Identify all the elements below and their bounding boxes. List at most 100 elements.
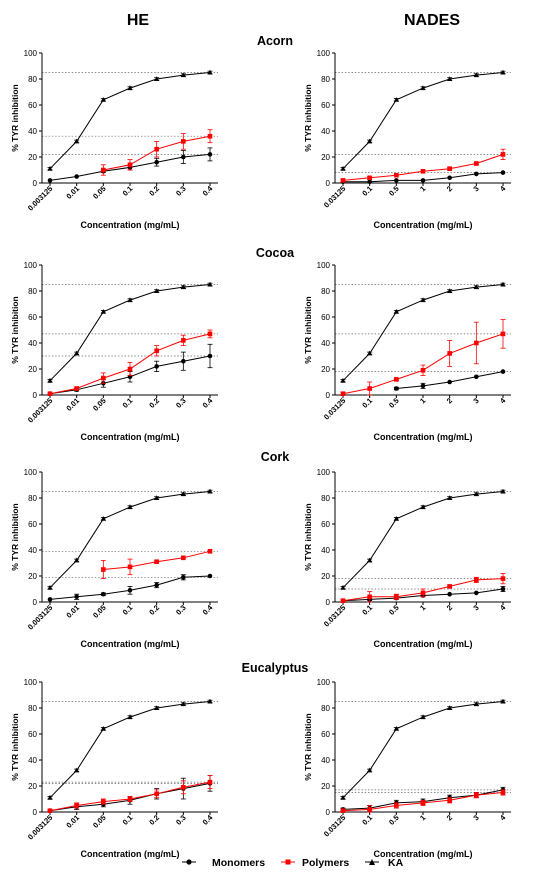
- data-point-polymers: [181, 338, 186, 343]
- x-axis-title: Concentration (mg/mL): [81, 220, 180, 230]
- data-point-ka: [47, 794, 53, 800]
- data-point-ka: [420, 297, 426, 303]
- data-point-monomers: [420, 178, 426, 183]
- y-tick-label: 80: [321, 287, 330, 296]
- x-tick-label: 0.003125: [26, 813, 54, 841]
- x-tick-label: 1: [418, 603, 427, 612]
- data-point-polymers: [394, 377, 399, 382]
- y-tick-label: 40: [321, 339, 330, 348]
- y-tick-label: 60: [321, 313, 330, 322]
- x-tick-label: 3: [471, 184, 480, 193]
- data-point-polymers: [154, 791, 159, 797]
- x-tick-label: 0.2: [147, 813, 161, 827]
- x-axis-title: Concentration (mg/mL): [374, 432, 473, 442]
- data-point-polymers: [101, 167, 106, 173]
- data-point-polymers: [74, 803, 79, 808]
- data-point-ka: [47, 584, 53, 590]
- data-point-monomers: [101, 591, 106, 597]
- data-point-ka: [47, 165, 53, 171]
- data-point-monomers: [474, 171, 479, 177]
- data-point-ka: [207, 281, 213, 287]
- data-point-ka: [393, 309, 399, 314]
- data-point-polymers: [127, 162, 133, 168]
- y-tick-label: 60: [28, 730, 37, 739]
- y-tick-label: 100: [24, 468, 38, 477]
- data-point-polymers: [154, 348, 159, 354]
- x-tick-label: 0.3: [174, 813, 188, 827]
- data-point-ka: [154, 705, 160, 710]
- x-tick-label: 0.1: [121, 184, 135, 198]
- data-point-polymers: [447, 798, 452, 803]
- x-tick-label: 3: [471, 396, 480, 405]
- x-tick-label: 0.1: [121, 813, 135, 827]
- data-point-polymers: [367, 175, 372, 181]
- data-point-monomers: [447, 379, 452, 385]
- y-tick-label: 60: [321, 520, 330, 529]
- data-point-ka: [340, 377, 346, 383]
- data-point-polymers: [500, 576, 506, 581]
- data-point-ka: [420, 714, 426, 720]
- data-point-ka: [447, 288, 453, 293]
- data-point-ka: [367, 767, 373, 773]
- data-point-polymers: [367, 807, 372, 812]
- data-point-monomers: [394, 178, 399, 183]
- row-title-cocoa: Cocoa: [256, 246, 295, 260]
- y-tick-label: 0: [33, 808, 38, 817]
- data-point-ka: [154, 288, 160, 293]
- data-point-ka: [393, 97, 399, 102]
- data-point-ka: [367, 350, 373, 356]
- series-line-polymers: [342, 153, 504, 181]
- data-point-polymers: [420, 169, 426, 174]
- y-tick-label: 40: [28, 127, 37, 136]
- x-tick-label: 0.05: [91, 603, 108, 620]
- x-tick-label: 0.05: [91, 813, 108, 830]
- data-point-ka: [447, 705, 453, 710]
- legend-item-polymers: Polymers: [281, 857, 349, 869]
- data-point-ka: [340, 794, 346, 800]
- x-axis-title: Concentration (mg/mL): [374, 220, 473, 230]
- y-axis-title: % TYR inhibition: [10, 84, 20, 152]
- x-tick-label: 0.5: [387, 184, 401, 198]
- data-point-polymers: [181, 139, 186, 144]
- panel-he-eucalyptus: 0 20 40 60 80 100 0.003125 0.01 0.05 0.1 0.2 0.3 0.4…: [10, 678, 218, 859]
- y-axis-title: % TYR inhibition: [303, 84, 313, 152]
- data-point-monomers: [500, 170, 506, 175]
- data-point-ka: [447, 495, 453, 500]
- data-point-ka: [340, 584, 346, 590]
- x-tick-label: 0.5: [387, 396, 401, 410]
- data-point-polymers: [394, 803, 399, 808]
- data-point-polymers: [420, 590, 426, 596]
- x-tick-label: 2: [445, 184, 454, 193]
- y-tick-label: 100: [317, 49, 331, 58]
- data-point-ka: [100, 97, 106, 102]
- x-axis-title: Concentration (mg/mL): [374, 639, 473, 649]
- data-point-polymers: [447, 166, 452, 171]
- y-tick-label: 40: [28, 546, 37, 555]
- data-point-ka: [367, 138, 373, 144]
- y-tick-label: 0: [33, 598, 38, 607]
- row-title-cork: Cork: [261, 450, 290, 464]
- data-point-monomers: [154, 582, 159, 588]
- y-tick-label: 80: [28, 494, 37, 503]
- panel-he-cocoa: 0 20 40 60 80 100 0.003125 0.01 0.05 0.1 0.2 0.3 0.4…: [10, 261, 218, 442]
- data-point-polymers: [474, 340, 479, 346]
- y-tick-label: 0: [33, 391, 38, 400]
- x-tick-label: 0.5: [387, 813, 401, 827]
- data-point-ka: [473, 284, 479, 290]
- data-point-ka: [340, 165, 346, 171]
- y-tick-label: 20: [321, 365, 330, 374]
- data-point-polymers: [500, 790, 506, 795]
- data-point-polymers: [207, 331, 213, 337]
- y-tick-label: 80: [321, 75, 330, 84]
- data-point-ka: [74, 767, 80, 773]
- data-point-ka: [127, 714, 133, 720]
- x-tick-label: 0.003125: [26, 184, 54, 212]
- data-point-ka: [393, 516, 399, 521]
- data-point-ka: [74, 557, 80, 563]
- data-point-monomers: [474, 590, 479, 596]
- data-point-monomers: [154, 159, 159, 165]
- data-point-polymers: [500, 331, 506, 337]
